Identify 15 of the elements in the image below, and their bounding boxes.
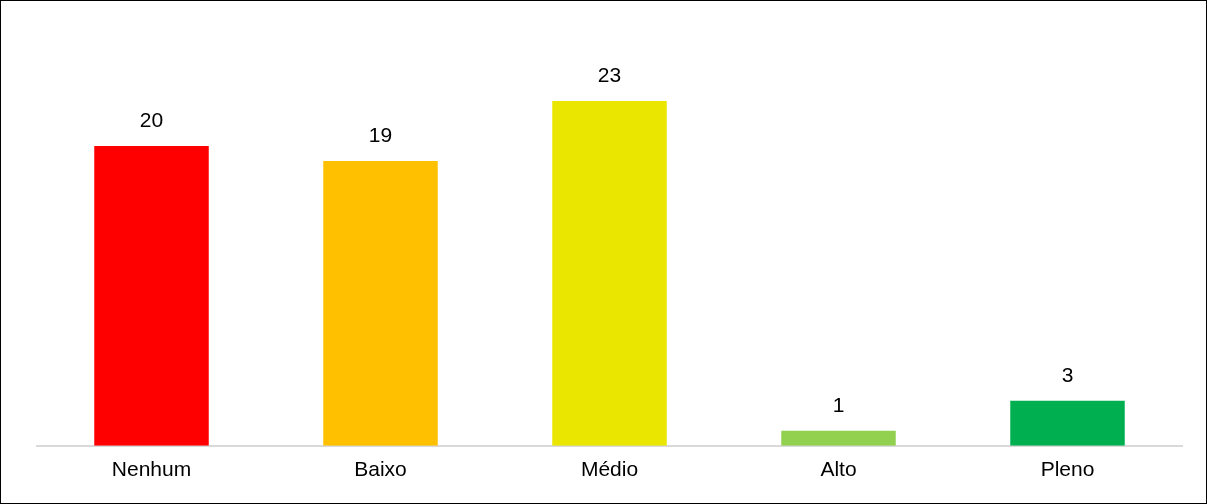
bar — [323, 160, 438, 446]
x-tick-label: Pleno — [1040, 457, 1095, 481]
bar — [552, 100, 667, 446]
data-label: 20 — [139, 108, 164, 132]
x-tick-label: Alto — [820, 457, 857, 481]
x-tick-label: Baixo — [354, 457, 407, 481]
bar — [1010, 400, 1125, 446]
bar — [94, 145, 209, 446]
data-label: 19 — [368, 123, 393, 147]
data-label: 1 — [832, 393, 845, 417]
x-tick-label: Nenhum — [111, 457, 192, 481]
data-label: 3 — [1061, 363, 1074, 387]
bar — [781, 430, 896, 446]
x-tick-label: Médio — [580, 457, 639, 481]
data-label: 23 — [597, 63, 622, 87]
